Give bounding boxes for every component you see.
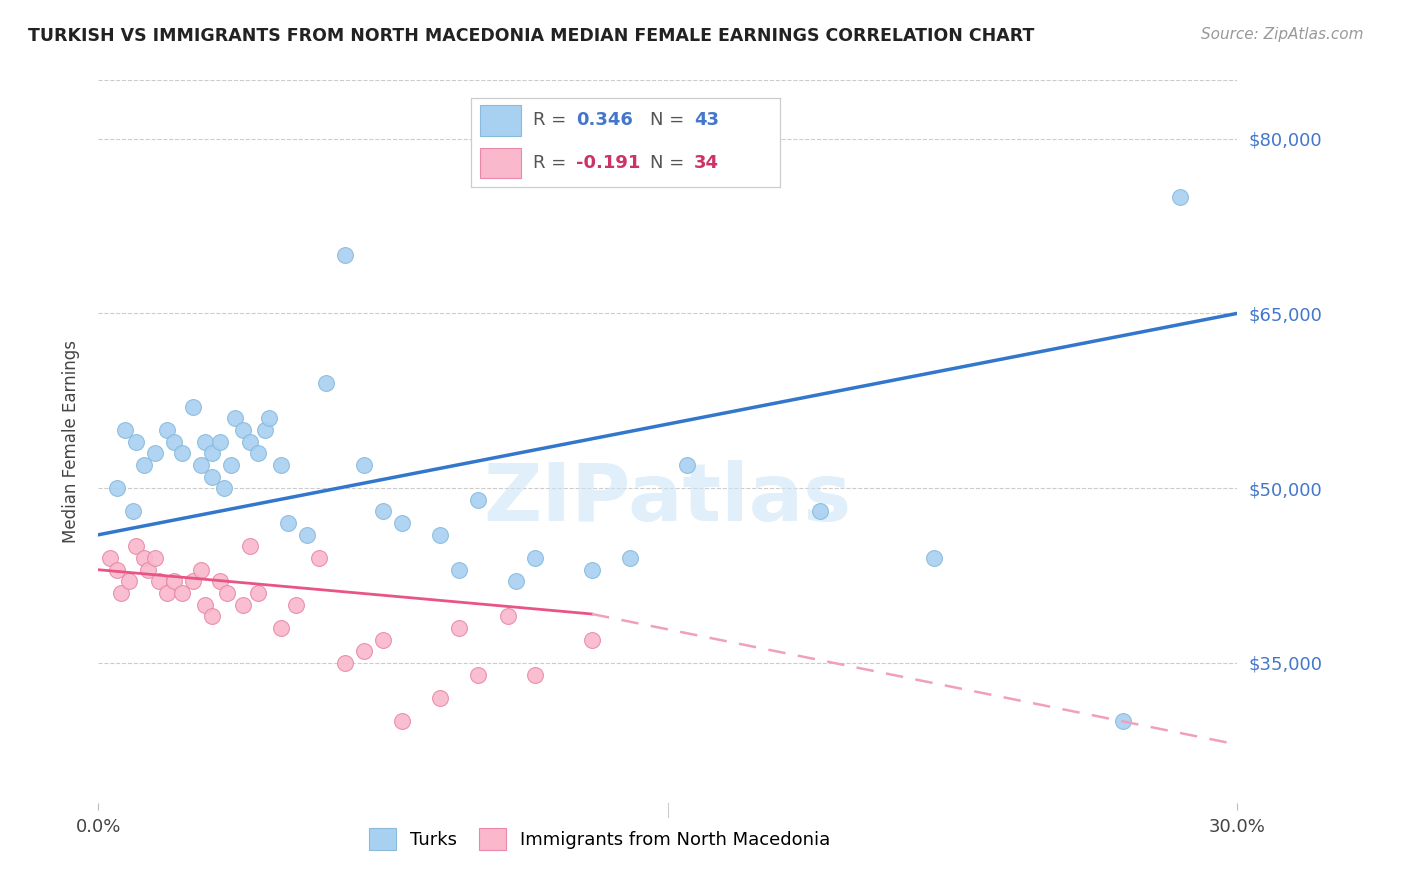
Point (183, 400, 205, 414)
Point (353, 458, 375, 472)
Point (118, 574, 141, 589)
Point (163, 574, 186, 589)
FancyBboxPatch shape (481, 105, 520, 136)
Point (270, 621, 292, 635)
Point (449, 621, 471, 635)
Point (132, 551, 155, 566)
Point (107, 481, 129, 495)
Point (391, 714, 413, 729)
Point (163, 434, 186, 449)
Point (371, 504, 394, 518)
Point (217, 586, 239, 600)
Point (239, 540, 262, 554)
Point (125, 434, 148, 449)
Text: N =: N = (651, 112, 690, 129)
Point (194, 434, 217, 449)
Point (676, 458, 699, 472)
Point (201, 609, 224, 624)
Text: R =: R = (533, 154, 572, 172)
Point (467, 492, 489, 507)
Point (524, 667, 547, 681)
Point (170, 586, 193, 600)
Point (212, 481, 235, 495)
Point (239, 434, 262, 449)
Point (581, 563, 603, 577)
Legend: Turks, Immigrants from North Macedonia: Turks, Immigrants from North Macedonia (360, 819, 839, 859)
Point (114, 423, 136, 437)
Point (156, 586, 179, 600)
Point (371, 632, 394, 647)
Point (449, 563, 471, 577)
Point (505, 574, 527, 589)
Point (224, 411, 246, 425)
Point (246, 446, 269, 460)
Point (183, 574, 205, 589)
Point (148, 574, 170, 589)
Point (353, 644, 375, 658)
Point (254, 423, 277, 437)
Point (619, 551, 641, 566)
Point (335, 656, 357, 670)
Point (232, 598, 254, 612)
Point (98, 551, 121, 566)
Text: 0.346: 0.346 (576, 112, 633, 129)
Point (190, 563, 212, 577)
Point (270, 458, 292, 472)
Point (194, 598, 217, 612)
Text: Source: ZipAtlas.com: Source: ZipAtlas.com (1201, 27, 1364, 42)
Point (297, 528, 319, 542)
Text: ZIPatlas: ZIPatlas (484, 460, 852, 539)
Point (170, 446, 193, 460)
Point (110, 586, 132, 600)
Point (1112, 714, 1135, 729)
Point (125, 540, 148, 554)
Text: 43: 43 (693, 112, 718, 129)
Point (308, 551, 330, 566)
Point (335, 248, 357, 262)
Point (145, 551, 167, 566)
Point (498, 609, 520, 624)
Point (121, 504, 143, 518)
Point (136, 563, 159, 577)
Y-axis label: Median Female Earnings: Median Female Earnings (62, 340, 80, 543)
Point (581, 632, 603, 647)
Point (922, 551, 945, 566)
Point (1170, 190, 1192, 204)
Text: R =: R = (533, 112, 572, 129)
Point (145, 446, 167, 460)
Point (808, 504, 831, 518)
Text: -0.191: -0.191 (576, 154, 641, 172)
Point (208, 434, 231, 449)
Point (277, 516, 299, 530)
Text: N =: N = (651, 154, 690, 172)
Point (190, 458, 212, 472)
Point (259, 411, 281, 425)
Point (467, 667, 489, 681)
Point (429, 690, 451, 705)
Point (156, 423, 179, 437)
Point (208, 574, 231, 589)
Point (524, 551, 547, 566)
Point (284, 598, 307, 612)
Point (221, 458, 243, 472)
Point (315, 376, 337, 391)
FancyBboxPatch shape (481, 148, 520, 178)
Point (132, 458, 155, 472)
Point (232, 423, 254, 437)
Point (429, 528, 451, 542)
Text: 34: 34 (693, 154, 718, 172)
Point (107, 563, 129, 577)
Point (201, 469, 224, 483)
Text: TURKISH VS IMMIGRANTS FROM NORTH MACEDONIA MEDIAN FEMALE EARNINGS CORRELATION CH: TURKISH VS IMMIGRANTS FROM NORTH MACEDON… (28, 27, 1035, 45)
Point (391, 516, 413, 530)
Point (201, 446, 224, 460)
Point (246, 586, 269, 600)
